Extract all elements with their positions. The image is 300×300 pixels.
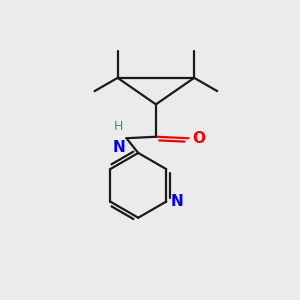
Text: H: H bbox=[113, 120, 123, 133]
Text: N: N bbox=[171, 194, 183, 209]
Text: O: O bbox=[192, 131, 206, 146]
Text: N: N bbox=[112, 140, 125, 155]
